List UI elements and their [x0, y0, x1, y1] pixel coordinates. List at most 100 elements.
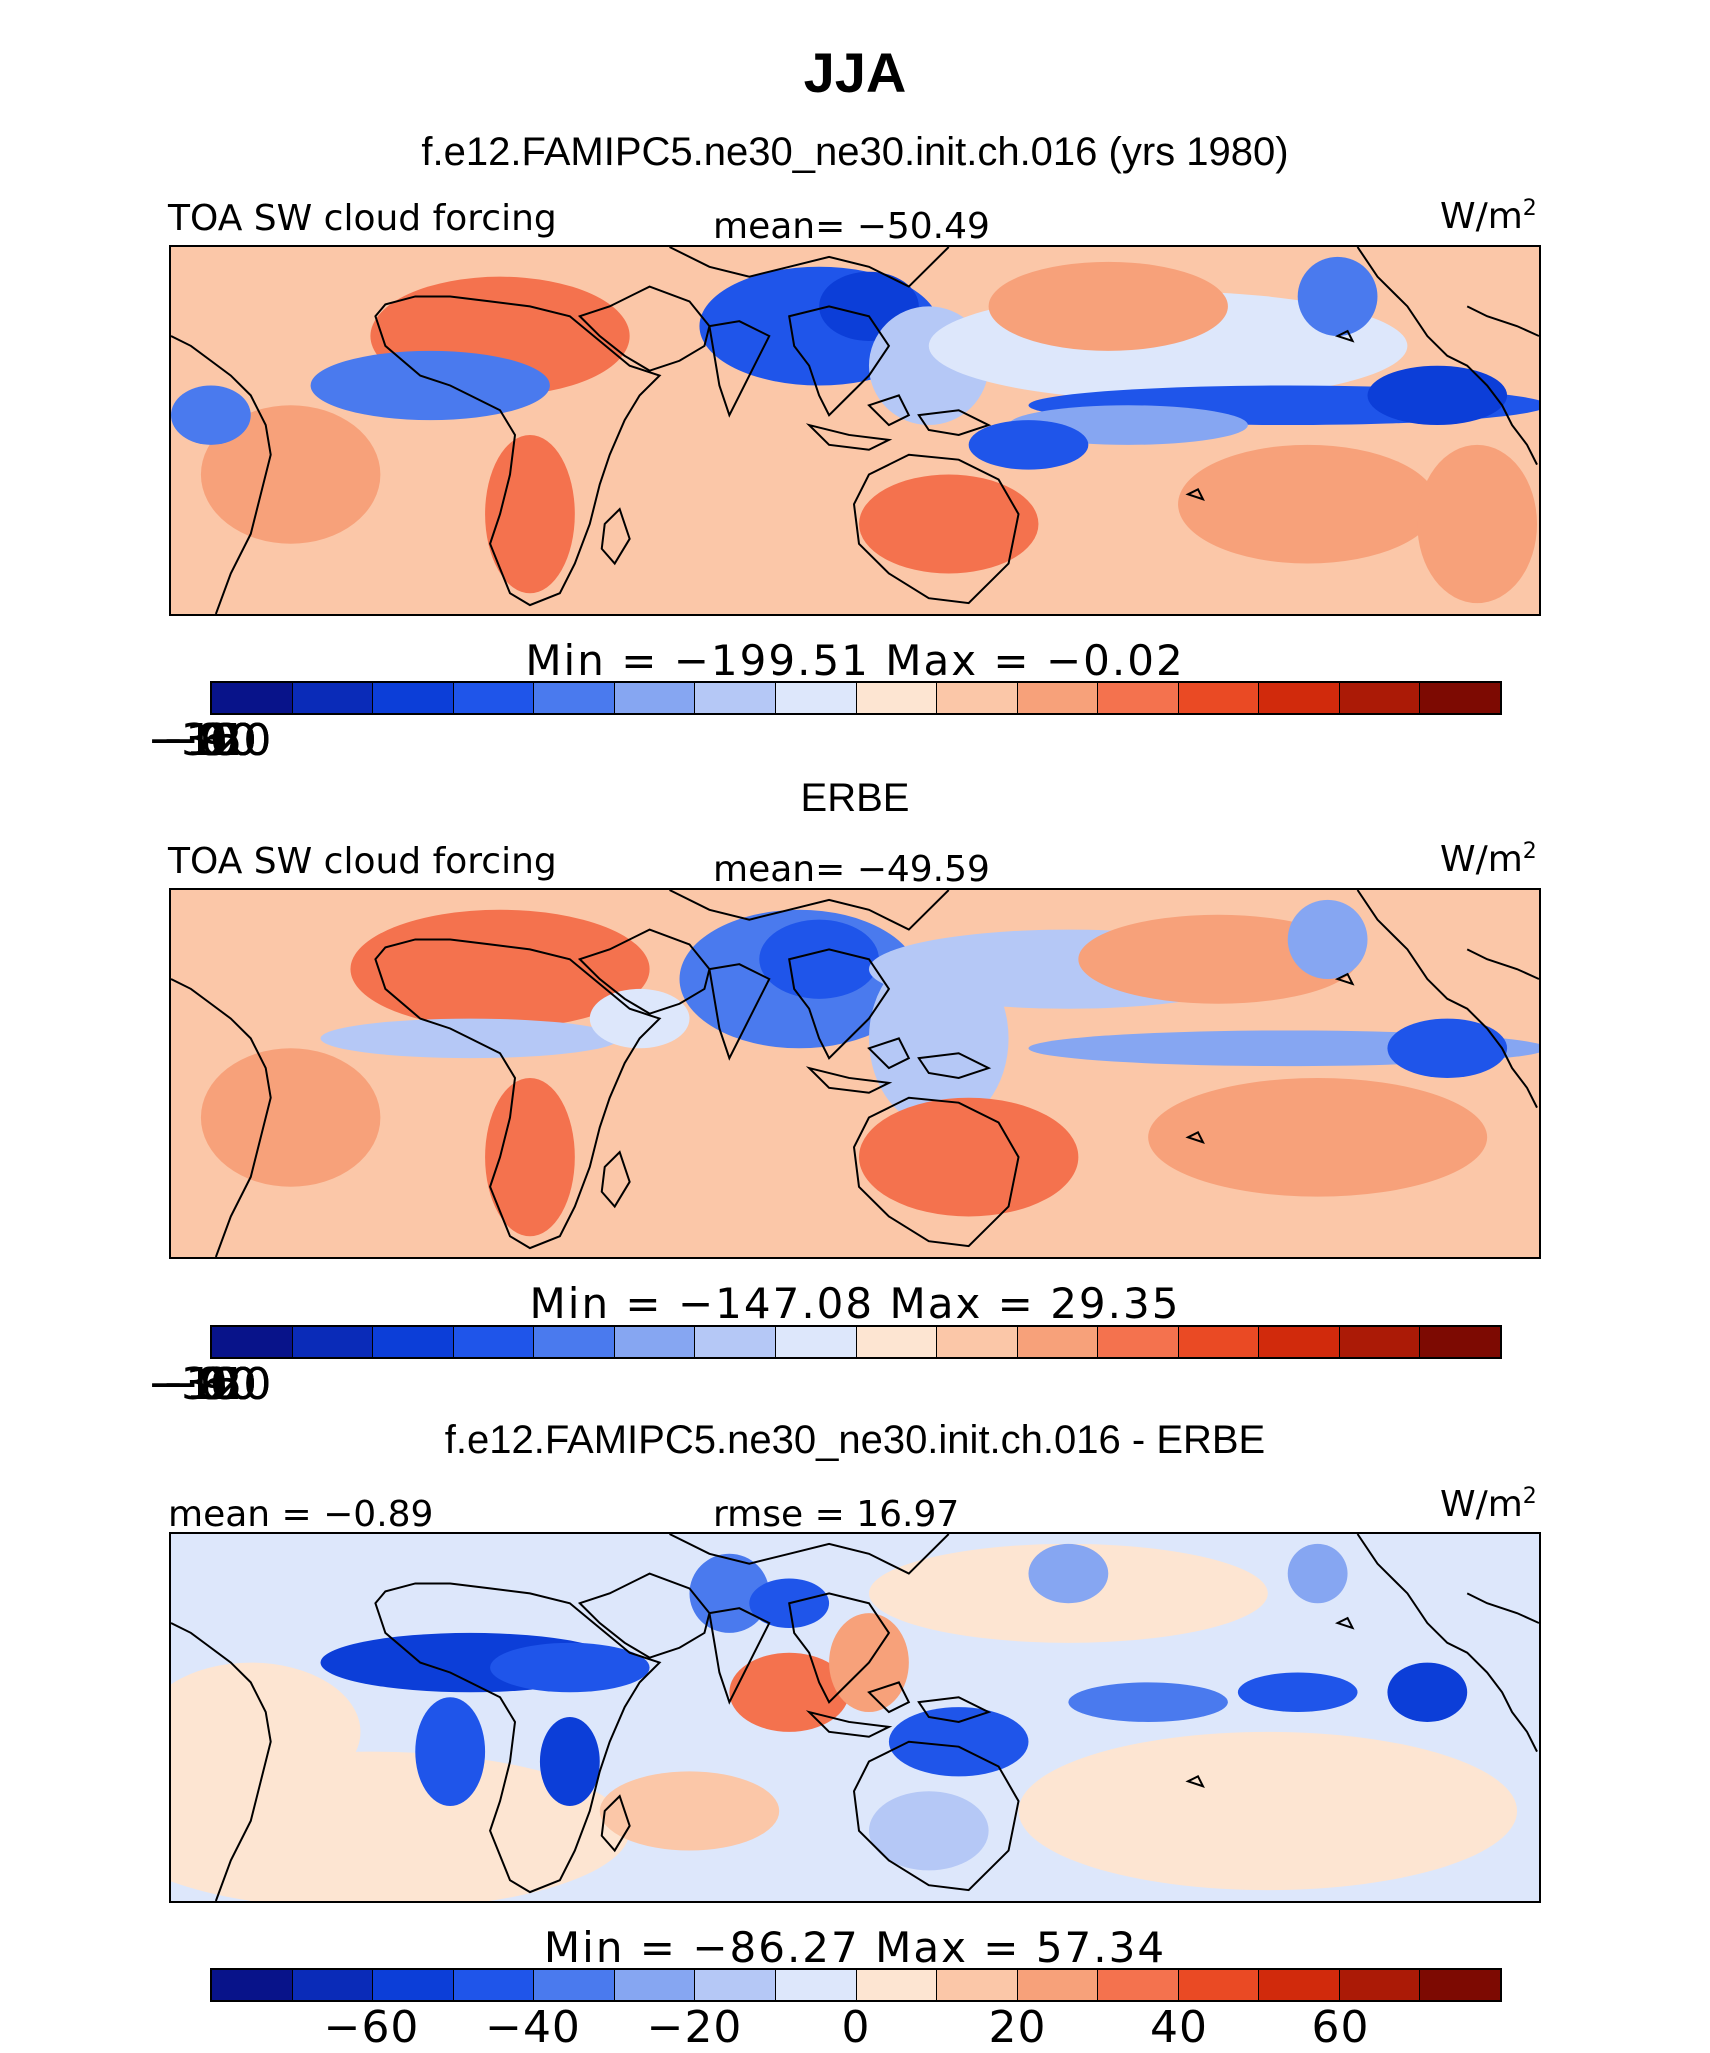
contour-region: [1417, 444, 1538, 604]
contour-region: [858, 1097, 1079, 1217]
contour-region: [1237, 1672, 1358, 1713]
coastline: [1356, 247, 1538, 466]
panel-2-mean-label: mean= −49.59: [713, 849, 990, 890]
coastline: [600, 507, 631, 566]
colorbar-tick-label: −120: [147, 715, 273, 766]
contour-region: [1078, 914, 1358, 1004]
colorbar-tick-label: −20: [646, 2002, 743, 2053]
colorbar-swatch: [775, 683, 857, 713]
colorbar-tick-label: −30: [162, 715, 258, 766]
contour-region: [310, 350, 550, 421]
coastline: [577, 1572, 711, 1659]
colorbar-swatch: [695, 1327, 776, 1357]
contour-region: [1178, 444, 1438, 564]
coastline: [669, 247, 950, 288]
colorbar-swatch: [1420, 1970, 1500, 2000]
contour-region: [171, 385, 251, 445]
colorbar-tick-label: 30: [181, 1359, 239, 1410]
colorbar-swatch: [1259, 683, 1340, 713]
colorbar-swatch: [1339, 1970, 1421, 2000]
coastline: [600, 1150, 631, 1209]
contour-region: [1297, 256, 1378, 337]
coastline: [788, 1592, 891, 1704]
colorbar-swatch: [373, 1327, 454, 1357]
coastline: [1356, 890, 1538, 1109]
colorbar-tick-label: −60: [323, 2002, 420, 2053]
coastline: [708, 320, 771, 418]
coastline: [867, 1681, 911, 1714]
colorbar-swatch: [1339, 1327, 1421, 1357]
coastline: [708, 963, 771, 1061]
contour-region: [968, 420, 1089, 470]
page-title: JJA: [803, 41, 907, 104]
coastline: [805, 1066, 893, 1094]
coastline: [1356, 1534, 1538, 1753]
contour-region: [485, 434, 575, 594]
panel-3-title: f.e12.FAMIPC5.ne30_ne30.init.ch.016 - ER…: [444, 1418, 1266, 1462]
contour-region: [858, 474, 1039, 574]
panel-1-mean-label: mean= −50.49: [713, 206, 990, 247]
contour-region: [988, 261, 1228, 351]
coastline: [852, 1096, 1020, 1248]
panel-3-rmse-label: rmse = 16.97: [713, 1494, 960, 1535]
colorbar-swatch: [373, 683, 454, 713]
coastline: [600, 1794, 631, 1853]
colorbar-swatch: [614, 1970, 696, 2000]
contour-region: [485, 1077, 575, 1237]
colorbar-tick-label: −30: [162, 1359, 258, 1410]
colorbar-tick-label: 30: [181, 715, 239, 766]
colorbar-swatch: [856, 683, 938, 713]
panel-3-min-max: Min = −86.27 Max = 57.34: [543, 1923, 1167, 1972]
contour-region: [1028, 1543, 1109, 1604]
contour-region: [1068, 1682, 1228, 1722]
coastline: [171, 1622, 272, 1901]
colorbar-swatch: [1017, 1970, 1099, 2000]
coastline: [1466, 948, 1539, 980]
contour-region: [868, 1791, 989, 1871]
colorbar-tick-label: −40: [485, 2002, 581, 2053]
colorbar-swatch: [453, 683, 535, 713]
panel-1-map: [169, 245, 1541, 616]
panel-2-colorbar: [210, 1325, 1502, 1359]
coastline: [917, 1696, 992, 1723]
colorbar-swatch: [453, 1327, 535, 1357]
colorbar-swatch: [1339, 683, 1421, 713]
coastline: [867, 1037, 911, 1070]
panel-1-min-max: Min = −199.51 Max = −0.02: [525, 636, 1185, 685]
colorbar-swatch: [292, 683, 374, 713]
colorbar-swatch: [534, 683, 615, 713]
panel-1-colorbar: [210, 681, 1502, 715]
coastline: [171, 978, 272, 1257]
coastline: [577, 285, 711, 372]
colorbar-swatch: [775, 1970, 857, 2000]
colorbar-swatch: [1098, 683, 1179, 713]
colorbar-swatch: [373, 1970, 454, 2000]
contour-region: [1148, 1077, 1488, 1197]
contour-region: [888, 1707, 1029, 1777]
colorbar-swatch: [1420, 683, 1500, 713]
contour-region: [1287, 899, 1368, 980]
coastline: [805, 1710, 893, 1738]
colorbar-swatch: [775, 1327, 857, 1357]
colorbar-swatch: [212, 1327, 293, 1357]
colorbar-swatch: [1098, 1327, 1179, 1357]
contour-region: [1387, 1018, 1508, 1078]
colorbar-swatch: [534, 1970, 615, 2000]
colorbar-swatch: [1017, 1327, 1099, 1357]
coastline: [374, 938, 662, 1250]
contour-region: [1387, 1662, 1468, 1722]
colorbar-swatch: [1259, 1327, 1340, 1357]
colorbar-swatch: [212, 1970, 293, 2000]
contour-region: [1367, 365, 1508, 426]
coastline: [1334, 329, 1355, 343]
coastline: [171, 335, 272, 614]
coastline: [1185, 488, 1205, 501]
coastline: [1334, 1616, 1355, 1630]
colorbar-tick-label: 40: [1150, 2002, 1208, 2053]
colorbar-tick-label: 60: [1311, 2002, 1370, 2053]
contour-region: [1018, 1731, 1518, 1891]
colorbar-swatch: [534, 1327, 615, 1357]
coastline: [917, 1052, 992, 1079]
contour-region: [729, 1652, 850, 1732]
coastline: [374, 1582, 662, 1894]
